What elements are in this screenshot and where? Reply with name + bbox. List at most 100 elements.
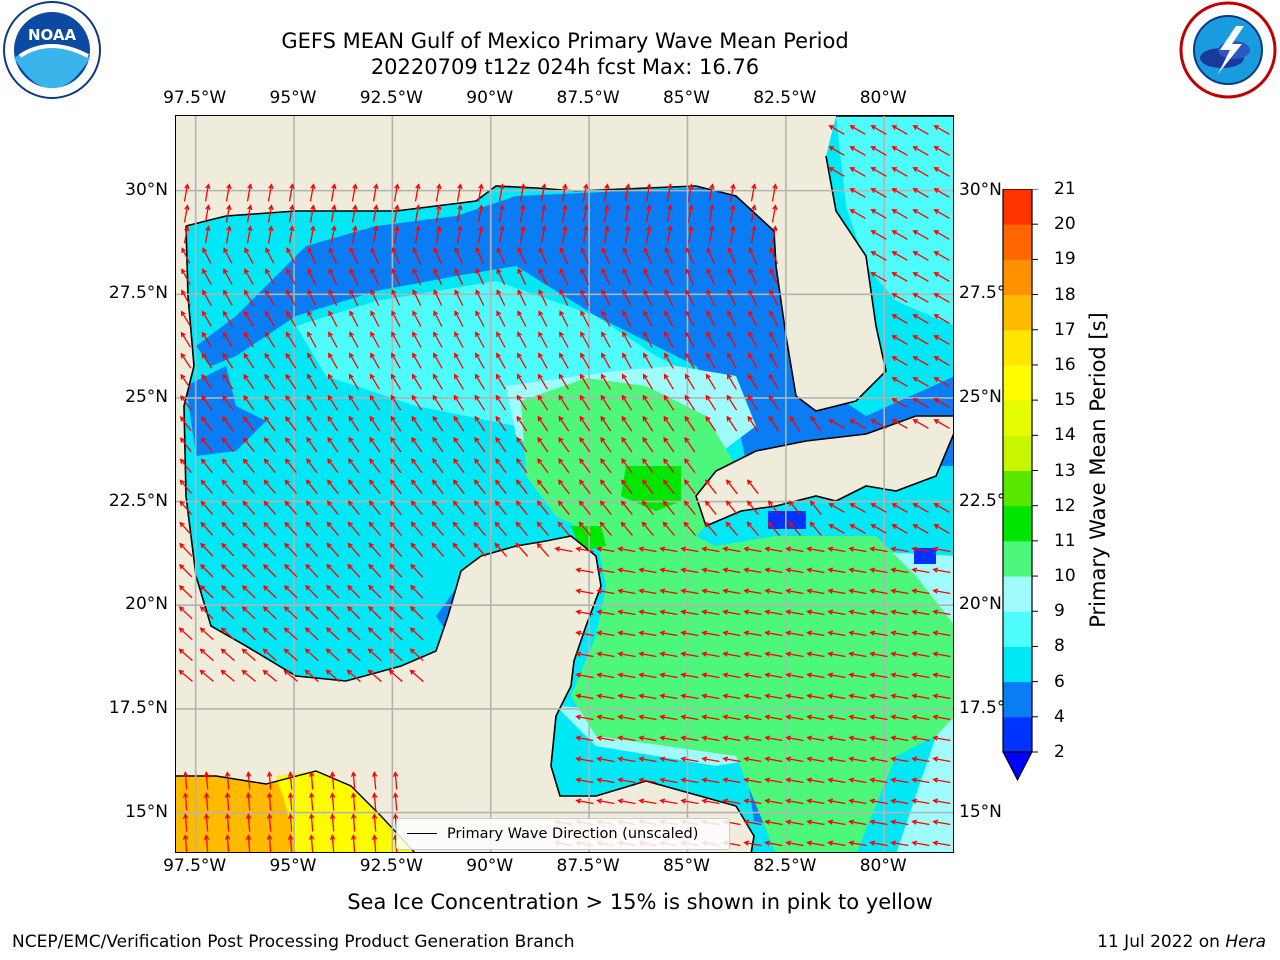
- wave-arrow: [848, 777, 867, 784]
- wave-arrow: [224, 834, 231, 852]
- wave-arrow: [769, 246, 778, 265]
- wave-arrow: [933, 167, 950, 177]
- wave-arrow: [433, 352, 443, 369]
- wave-arrow: [330, 183, 337, 202]
- wave-arrow: [372, 204, 379, 223]
- wave-arrow: [869, 609, 888, 616]
- wave-arrow: [891, 503, 908, 513]
- wave-arrow: [435, 183, 442, 202]
- wave-arrow: [263, 542, 277, 557]
- wave-arrow: [178, 627, 193, 641]
- wave-arrow: [769, 352, 779, 369]
- wave-arrow: [309, 183, 316, 202]
- wave-arrow: [743, 735, 762, 742]
- wave-arrow: [220, 585, 235, 599]
- wave-arrow: [411, 373, 422, 390]
- wave-arrow: [477, 225, 484, 244]
- wave-arrow: [474, 373, 485, 390]
- wave-arrow: [932, 588, 951, 595]
- wave-arrow: [727, 310, 737, 327]
- wave-arrow: [537, 458, 549, 474]
- wave-arrow: [785, 735, 804, 742]
- wave-arrow: [764, 630, 783, 637]
- wave-arrow: [600, 373, 611, 390]
- wave-arrow: [432, 436, 444, 453]
- wave-arrow: [244, 289, 254, 306]
- wave-arrow: [412, 331, 422, 348]
- wave-arrow: [241, 669, 256, 682]
- wave-arrow: [596, 798, 615, 805]
- wave-arrow: [349, 310, 359, 327]
- wave-arrow: [870, 251, 887, 261]
- colorbar-label: 9: [1054, 601, 1065, 622]
- wave-arrow: [680, 588, 699, 595]
- wave-arrow: [519, 204, 526, 223]
- wave-arrow: [283, 648, 298, 662]
- sea-ice-note: Sea Ice Concentration > 15% is shown in …: [347, 890, 933, 914]
- wave-arrow: [806, 630, 825, 637]
- colorbar-label: 14: [1054, 425, 1076, 446]
- wave-arrow: [638, 588, 657, 595]
- wave-arrow: [621, 394, 633, 411]
- wave-arrow: [179, 458, 192, 474]
- wave-arrow: [265, 289, 275, 306]
- wave-arrow: [596, 609, 615, 616]
- wave-arrow: [683, 521, 696, 536]
- wave-arrow: [641, 521, 654, 536]
- wave-arrow: [869, 756, 888, 763]
- colorbar-label: 16: [1054, 354, 1076, 375]
- wave-arrow: [349, 268, 359, 285]
- wave-arrow: [663, 394, 675, 411]
- lon-tick-label-bottom: 92.5°W: [359, 856, 423, 876]
- wave-arrow: [891, 314, 908, 324]
- wave-arrow: [432, 373, 443, 390]
- wave-arrow: [349, 331, 359, 348]
- wave-arrow: [912, 272, 929, 282]
- wave-arrow: [414, 204, 421, 223]
- colorbar-extend-min: [1002, 751, 1033, 782]
- wave-arrow: [537, 373, 548, 390]
- wave-arrow: [722, 588, 741, 595]
- wave-arrow: [433, 331, 443, 348]
- wave-arrow: [704, 500, 717, 516]
- wave-arrow: [869, 777, 888, 784]
- wave-arrow: [806, 735, 825, 742]
- wave-arrow: [178, 669, 193, 682]
- wave-arrow: [891, 146, 908, 156]
- map-gridlines: [176, 116, 953, 852]
- wave-arrow: [789, 415, 801, 432]
- wave-arrow: [621, 436, 633, 453]
- wave-arrow: [224, 771, 231, 790]
- wave-arrow: [620, 521, 633, 536]
- wave-arrow: [933, 419, 950, 429]
- wave-arrow: [911, 840, 930, 847]
- wave-arrow: [575, 630, 594, 637]
- wave-arrow: [370, 310, 380, 327]
- wave-arrow: [222, 331, 234, 348]
- wave-arrow: [806, 651, 825, 658]
- wave-arrow: [912, 188, 929, 198]
- wave-arrow: [748, 268, 758, 285]
- wave-arrow: [743, 777, 762, 784]
- wave-zone-2-4: [196, 186, 953, 471]
- wave-arrow: [617, 693, 636, 700]
- wave-arrow: [848, 588, 867, 595]
- wave-arrow: [870, 146, 887, 156]
- wave-arrow: [287, 813, 294, 832]
- wave-arrow: [410, 542, 424, 557]
- wave-arrow: [578, 521, 591, 536]
- wave-arrow: [911, 672, 930, 679]
- chart-title: GEFS MEAN Gulf of Mexico Primary Wave Me…: [281, 29, 849, 53]
- wave-arrow: [701, 735, 720, 742]
- wave-arrow: [708, 225, 715, 244]
- wave-arrow: [350, 834, 357, 852]
- wave-arrow: [475, 331, 485, 348]
- wave-arrow: [806, 609, 825, 616]
- wave-arrow: [708, 183, 715, 202]
- pacific-coastline: [176, 770, 416, 852]
- wave-arrow: [680, 798, 699, 805]
- wave-arrow: [433, 310, 443, 327]
- wave-arrow: [680, 714, 699, 721]
- wave-arrow: [222, 373, 234, 390]
- footer-date-text: 11 Jul 2022 on: [1097, 932, 1226, 952]
